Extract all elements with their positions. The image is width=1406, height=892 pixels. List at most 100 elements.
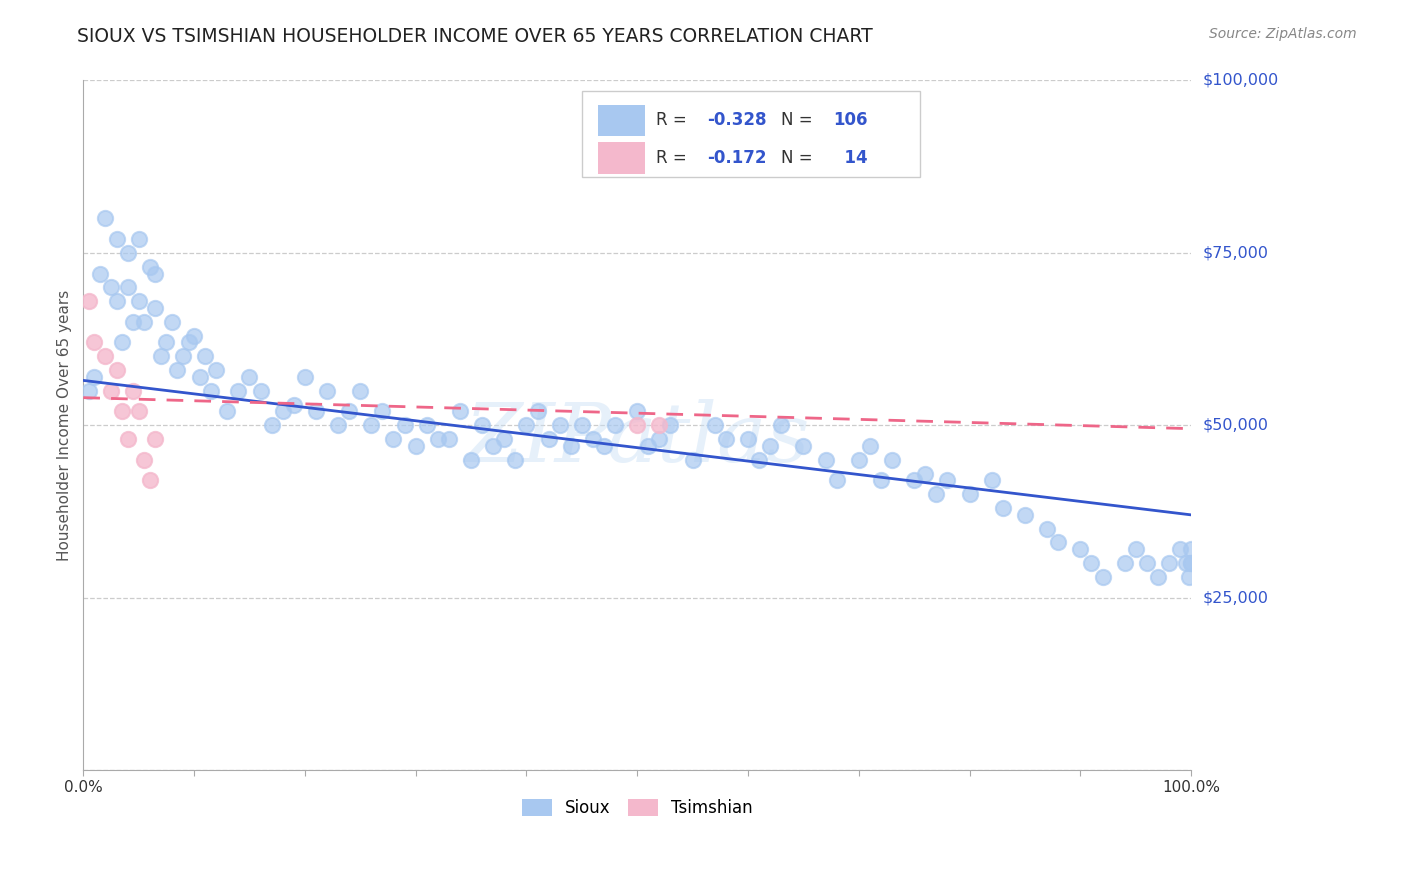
Point bbox=[603, 418, 626, 433]
Point bbox=[593, 439, 616, 453]
Point bbox=[155, 335, 177, 350]
Point bbox=[526, 404, 548, 418]
Point bbox=[880, 452, 903, 467]
Point bbox=[859, 439, 882, 453]
Text: -0.328: -0.328 bbox=[707, 112, 766, 129]
Point bbox=[426, 432, 449, 446]
Point bbox=[659, 418, 682, 433]
Point bbox=[914, 467, 936, 481]
Point bbox=[449, 404, 471, 418]
Point bbox=[89, 267, 111, 281]
Point bbox=[980, 474, 1002, 488]
Point bbox=[903, 474, 925, 488]
Point bbox=[77, 294, 100, 309]
Point bbox=[194, 349, 217, 363]
Point bbox=[959, 487, 981, 501]
Point bbox=[1047, 535, 1070, 549]
Text: $75,000: $75,000 bbox=[1202, 245, 1268, 260]
Point bbox=[505, 452, 527, 467]
Text: R =: R = bbox=[657, 112, 692, 129]
Point bbox=[537, 432, 560, 446]
Point bbox=[703, 418, 725, 433]
Point bbox=[260, 418, 283, 433]
Point bbox=[405, 439, 427, 453]
Point bbox=[128, 404, 150, 418]
Point bbox=[105, 232, 128, 246]
Point bbox=[748, 452, 770, 467]
Text: $25,000: $25,000 bbox=[1202, 591, 1268, 605]
Point bbox=[1174, 556, 1197, 570]
Text: N =: N = bbox=[782, 149, 818, 167]
Point bbox=[94, 349, 117, 363]
Point bbox=[437, 432, 460, 446]
Point bbox=[1180, 556, 1202, 570]
Point bbox=[271, 404, 294, 418]
Point bbox=[122, 384, 145, 398]
Point bbox=[294, 370, 316, 384]
Text: SIOUX VS TSIMSHIAN HOUSEHOLDER INCOME OVER 65 YEARS CORRELATION CHART: SIOUX VS TSIMSHIAN HOUSEHOLDER INCOME OV… bbox=[77, 27, 873, 45]
Point bbox=[283, 398, 305, 412]
Point bbox=[117, 245, 139, 260]
Point bbox=[188, 370, 211, 384]
Point bbox=[166, 363, 188, 377]
Point bbox=[249, 384, 271, 398]
Text: 106: 106 bbox=[834, 112, 868, 129]
Point bbox=[759, 439, 782, 453]
Point bbox=[582, 432, 605, 446]
Point bbox=[143, 301, 166, 315]
FancyBboxPatch shape bbox=[582, 91, 920, 177]
Text: -0.172: -0.172 bbox=[707, 149, 766, 167]
Point bbox=[515, 418, 537, 433]
Point bbox=[371, 404, 394, 418]
Point bbox=[143, 267, 166, 281]
Point bbox=[83, 370, 105, 384]
Point bbox=[737, 432, 759, 446]
Point bbox=[100, 384, 122, 398]
Text: N =: N = bbox=[782, 112, 818, 129]
Point bbox=[100, 280, 122, 294]
Point bbox=[1014, 508, 1036, 522]
Point bbox=[626, 404, 648, 418]
Text: $100,000: $100,000 bbox=[1202, 73, 1278, 88]
Point bbox=[494, 432, 516, 446]
Point bbox=[1080, 556, 1102, 570]
Point bbox=[360, 418, 382, 433]
Point bbox=[305, 404, 328, 418]
Point bbox=[139, 474, 162, 488]
Point bbox=[337, 404, 360, 418]
Point bbox=[1114, 556, 1136, 570]
Point bbox=[122, 315, 145, 329]
Point bbox=[936, 474, 959, 488]
Point bbox=[394, 418, 416, 433]
Text: $50,000: $50,000 bbox=[1202, 417, 1268, 433]
Point bbox=[143, 432, 166, 446]
Point bbox=[814, 452, 837, 467]
Point bbox=[648, 432, 671, 446]
Point bbox=[349, 384, 371, 398]
Point bbox=[648, 418, 671, 433]
Legend: Sioux, Tsimshian: Sioux, Tsimshian bbox=[515, 792, 759, 823]
Text: Source: ZipAtlas.com: Source: ZipAtlas.com bbox=[1209, 27, 1357, 41]
Point bbox=[134, 452, 156, 467]
Point bbox=[471, 418, 494, 433]
Point bbox=[482, 439, 505, 453]
Point bbox=[991, 500, 1014, 515]
Point bbox=[105, 294, 128, 309]
Y-axis label: Householder Income Over 65 years: Householder Income Over 65 years bbox=[58, 290, 72, 561]
Text: ZIPatlas: ZIPatlas bbox=[464, 399, 810, 479]
Point bbox=[848, 452, 870, 467]
Point bbox=[117, 280, 139, 294]
Point bbox=[870, 474, 893, 488]
Point bbox=[105, 363, 128, 377]
Point bbox=[1125, 542, 1147, 557]
Point bbox=[217, 404, 239, 418]
Point bbox=[925, 487, 948, 501]
Point bbox=[714, 432, 737, 446]
FancyBboxPatch shape bbox=[599, 142, 645, 174]
Point bbox=[111, 335, 134, 350]
FancyBboxPatch shape bbox=[599, 104, 645, 136]
Point bbox=[172, 349, 194, 363]
Point bbox=[682, 452, 704, 467]
Point bbox=[1178, 570, 1201, 584]
Point bbox=[382, 432, 405, 446]
